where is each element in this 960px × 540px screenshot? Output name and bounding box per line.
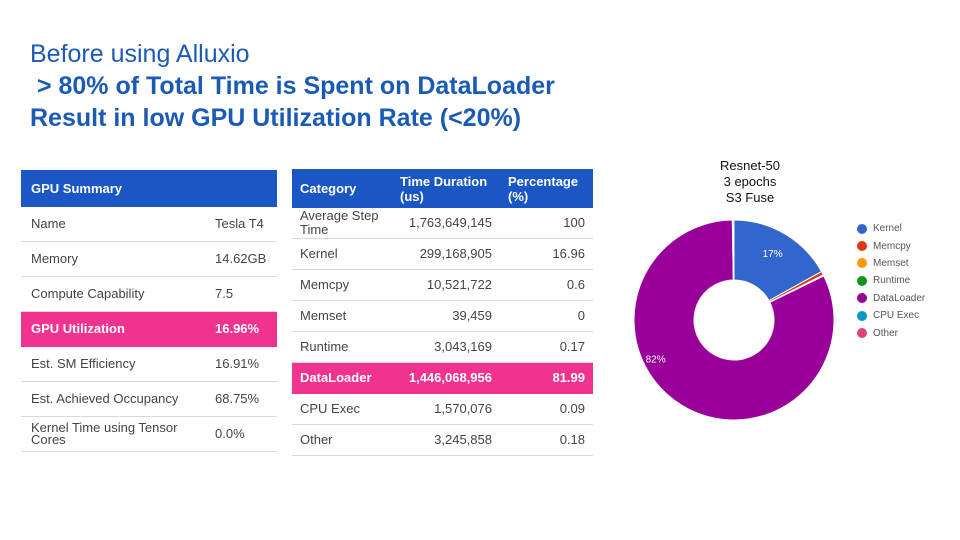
gpu-summary-value: 0.0% bbox=[215, 416, 277, 452]
percentage-cell: 0.18 bbox=[500, 424, 593, 456]
legend-swatch bbox=[857, 328, 867, 339]
category-row: Memcpy 10,521,722 0.6 bbox=[292, 269, 593, 301]
title-line-2: > 80% of Total Time is Spent on DataLoad… bbox=[30, 72, 555, 100]
donut-chart: 17% 82% bbox=[633, 219, 835, 420]
pie-slice-dataloader bbox=[633, 219, 835, 420]
col-header-duration: Time Duration (us) bbox=[392, 169, 500, 208]
pie-data-label: 17% bbox=[763, 249, 783, 260]
gpu-summary-row: GPU Utilization 16.96% bbox=[21, 311, 277, 347]
legend-item: Runtime bbox=[857, 272, 925, 289]
category-row: Average Step Time 1,763,649,145 100 bbox=[292, 208, 593, 239]
category-cell: CPU Exec bbox=[292, 393, 392, 425]
gpu-summary-value: 16.96% bbox=[215, 311, 277, 347]
duration-cell: 1,763,649,145 bbox=[392, 208, 500, 239]
legend-swatch bbox=[857, 310, 867, 321]
legend-item: DataLoader bbox=[857, 290, 925, 307]
legend-label: Memset bbox=[873, 257, 909, 269]
category-row: Other 3,245,858 0.18 bbox=[292, 424, 593, 456]
title-line-1: Before using Alluxio bbox=[30, 40, 250, 68]
duration-cell: 39,459 bbox=[392, 300, 500, 332]
category-cell: Average Step Time bbox=[292, 208, 392, 239]
gpu-summary-label: Name bbox=[21, 207, 215, 242]
percentage-cell: 0.17 bbox=[500, 331, 593, 363]
gpu-summary-label: Est. Achieved Occupancy bbox=[21, 381, 215, 417]
legend-label: Kernel bbox=[873, 223, 902, 235]
gpu-summary-value: 16.91% bbox=[215, 346, 277, 382]
category-cell: DataLoader bbox=[292, 362, 392, 394]
gpu-summary-row: Est. SM Efficiency 16.91% bbox=[21, 346, 277, 382]
gpu-summary-value: 7.5 bbox=[215, 276, 277, 312]
title-line-3: Result in low GPU Utilization Rate (<20%… bbox=[30, 104, 522, 132]
legend-item: CPU Exec bbox=[857, 307, 925, 324]
col-header-percentage: Percentage (%) bbox=[500, 169, 593, 208]
category-cell: Memset bbox=[292, 300, 392, 332]
category-cell: Other bbox=[292, 424, 392, 456]
category-row: CPU Exec 1,570,076 0.09 bbox=[292, 393, 593, 425]
legend-label: Other bbox=[873, 327, 899, 339]
chart-title-line: 3 epochs bbox=[723, 174, 777, 189]
legend-label: CPU Exec bbox=[873, 310, 920, 322]
category-row: Memset 39,459 0 bbox=[292, 300, 593, 332]
legend-swatch bbox=[857, 258, 867, 269]
gpu-summary-table: GPU Summary Name Tesla T4 Memory 14.62GB Com… bbox=[21, 170, 277, 452]
percentage-cell: 0 bbox=[500, 300, 593, 332]
legend-item: Other bbox=[857, 324, 925, 341]
legend-swatch bbox=[857, 241, 867, 252]
duration-cell: 1,570,076 bbox=[392, 393, 500, 425]
category-cell: Runtime bbox=[292, 331, 392, 363]
gpu-summary-row: Kernel Time using Tensor Cores 0.0% bbox=[21, 416, 277, 452]
gpu-summary-value: 68.75% bbox=[215, 381, 277, 417]
gpu-summary-value: 14.62GB bbox=[215, 241, 277, 277]
gpu-summary-row: Name Tesla T4 bbox=[21, 207, 277, 242]
legend-item: Memcpy bbox=[857, 237, 925, 254]
gpu-summary-header: GPU Summary bbox=[21, 170, 277, 207]
gpu-summary-label: Compute Capability bbox=[21, 276, 215, 312]
gpu-summary-label: Memory bbox=[21, 241, 215, 277]
gpu-summary-row: Compute Capability 7.5 bbox=[21, 276, 277, 312]
gpu-summary-label: Kernel Time using Tensor Cores bbox=[21, 416, 215, 452]
gpu-summary-value: Tesla T4 bbox=[215, 207, 277, 242]
duration-cell: 3,043,169 bbox=[392, 331, 500, 363]
chart-title: Resnet-50 3 epochs S3 Fuse bbox=[690, 158, 810, 206]
chart-title-line: Resnet-50 bbox=[720, 158, 780, 173]
duration-cell: 10,521,722 bbox=[392, 269, 500, 301]
legend-swatch bbox=[857, 275, 867, 286]
duration-cell: 299,168,905 bbox=[392, 238, 500, 270]
legend-swatch bbox=[857, 223, 867, 234]
legend-swatch bbox=[857, 293, 867, 304]
category-table: Category Time Duration (us) Percentage (… bbox=[292, 169, 593, 456]
legend-label: Memcpy bbox=[873, 240, 911, 252]
col-header-category: Category bbox=[292, 169, 392, 208]
percentage-cell: 100 bbox=[500, 208, 593, 239]
category-row: Kernel 299,168,905 16.96 bbox=[292, 238, 593, 270]
percentage-cell: 16.96 bbox=[500, 238, 593, 270]
gpu-summary-label: Est. SM Efficiency bbox=[21, 346, 215, 382]
legend-label: Runtime bbox=[873, 275, 911, 287]
chart-title-line: S3 Fuse bbox=[725, 190, 775, 205]
legend-item: Memset bbox=[857, 255, 925, 272]
category-row: Runtime 3,043,169 0.17 bbox=[292, 331, 593, 363]
pie-data-label: 82% bbox=[646, 355, 666, 366]
duration-cell: 3,245,858 bbox=[392, 424, 500, 456]
percentage-cell: 0.09 bbox=[500, 393, 593, 425]
legend-item: Kernel bbox=[857, 220, 925, 237]
legend-label: DataLoader bbox=[873, 292, 926, 304]
category-cell: Memcpy bbox=[292, 269, 392, 301]
pie-slice-other bbox=[732, 219, 735, 281]
gpu-summary-row: Memory 14.62GB bbox=[21, 241, 277, 277]
duration-cell: 1,446,068,956 bbox=[392, 362, 500, 394]
slide-title: Before using Alluxio > 80% of Total Time… bbox=[30, 38, 555, 134]
category-cell: Kernel bbox=[292, 238, 392, 270]
gpu-summary-label: GPU Utilization bbox=[21, 311, 215, 347]
gpu-summary-row: Est. Achieved Occupancy 68.75% bbox=[21, 381, 277, 417]
percentage-cell: 81.99 bbox=[500, 362, 593, 394]
chart-legend: Kernel Memcpy Memset Runtime DataLoader CPU E… bbox=[857, 220, 925, 342]
percentage-cell: 0.6 bbox=[500, 269, 593, 301]
category-row: DataLoader 1,446,068,956 81.99 bbox=[292, 362, 593, 394]
